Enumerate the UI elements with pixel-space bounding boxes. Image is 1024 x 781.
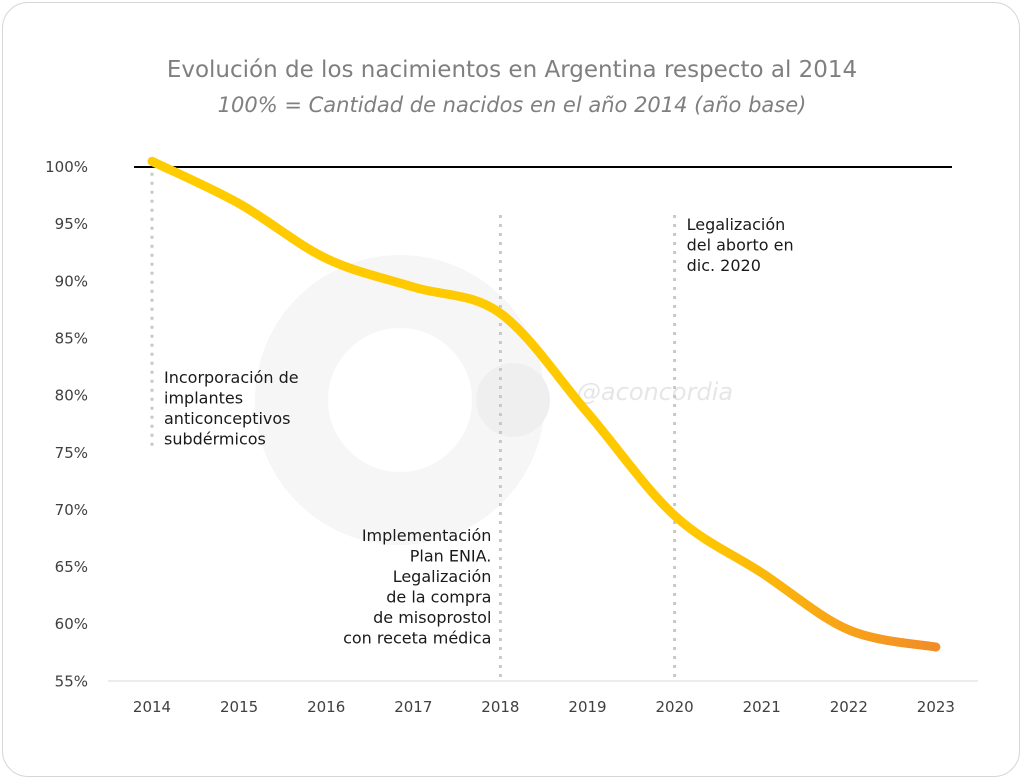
x-tick-label: 2020 [656,698,694,716]
x-tick-label: 2023 [917,698,955,716]
y-tick-label: 100% [45,158,88,176]
logo-watermark: @aconcordia [255,255,733,545]
annotation-text: Implementación Plan ENIA. Legalización de l… [343,526,491,648]
x-tick-label: 2018 [481,698,519,716]
x-tick-label: 2014 [133,698,171,716]
chart-title: Evolución de los nacimientos en Argentin… [166,57,858,83]
x-tick-label: 2017 [394,698,432,716]
watermark-ring-hole [328,328,472,472]
y-tick-label: 85% [55,329,88,347]
chart-subtitle: 100% = Cantidad de nacidos en el año 201… [217,93,807,117]
annotation-text: Legalización del aborto en dic. 2020 [687,215,794,275]
x-tick-label: 2021 [743,698,781,716]
y-tick-label: 80% [55,387,88,405]
y-axis-ticks: 55% 60% 65% 70% 75% 80% 85% 90% 95% 100% [45,158,88,690]
annotations: Incorporación de implantes anticonceptivos… [164,215,794,648]
y-tick-label: 70% [55,501,88,519]
y-tick-label: 95% [55,215,88,233]
y-tick-label: 75% [55,444,88,462]
annotation-guides [150,172,677,678]
watermark-dot [476,363,550,437]
x-axis-ticks: 2014 2015 2016 2017 2018 2019 2020 2021 2022 2023 [133,698,955,716]
y-tick-label: 65% [55,558,88,576]
x-tick-label: 2016 [307,698,345,716]
x-tick-label: 2015 [220,698,258,716]
y-tick-label: 55% [55,672,88,690]
y-tick-label: 90% [55,272,88,290]
watermark-handle: @aconcordia [577,378,733,406]
x-tick-label: 2022 [830,698,868,716]
annotation-text: Incorporación de implantes anticonceptivos… [164,368,299,449]
y-tick-label: 60% [55,615,88,633]
x-tick-label: 2019 [568,698,606,716]
series-line [147,156,941,652]
